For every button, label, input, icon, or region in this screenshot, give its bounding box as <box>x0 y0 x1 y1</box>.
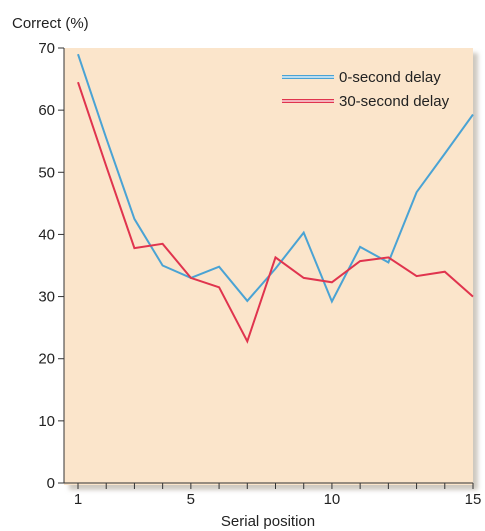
legend-label-30-second-delay: 30-second delay <box>339 93 450 110</box>
plot-area <box>64 48 473 485</box>
y-tick-label-10: 10 <box>38 413 55 430</box>
y-tick-label-60: 60 <box>38 102 55 119</box>
y-tick-label-20: 20 <box>38 351 55 368</box>
y-tick-label-70: 70 <box>38 40 55 57</box>
y-axis: 0 10 20 30 40 50 60 70 <box>38 40 65 492</box>
legend-label-0-second-delay: 0-second delay <box>339 69 441 86</box>
legend-item-0-second-delay: 0-second delay <box>282 69 441 86</box>
series-layer <box>77 53 474 344</box>
legend: 0-second delay 30-second delay <box>282 69 450 110</box>
legend-item-30-second-delay: 30-second delay <box>282 93 450 110</box>
y-tick-label-40: 40 <box>38 226 55 243</box>
y-tick-label-50: 50 <box>38 164 55 181</box>
x-axis: 1 5 10 15 <box>64 482 482 508</box>
x-tick-label-15: 15 <box>465 491 482 508</box>
y-axis-title: Correct (%) <box>12 15 89 32</box>
x-tick-label-1: 1 <box>74 491 82 508</box>
y-tick-label-0: 0 <box>47 475 55 492</box>
x-tick-label-10: 10 <box>324 491 341 508</box>
x-axis-title: Serial position <box>221 513 315 530</box>
series-line-30-second-delay <box>77 81 474 344</box>
x-tick-label-5: 5 <box>187 491 195 508</box>
y-tick-label-30: 30 <box>38 289 55 306</box>
